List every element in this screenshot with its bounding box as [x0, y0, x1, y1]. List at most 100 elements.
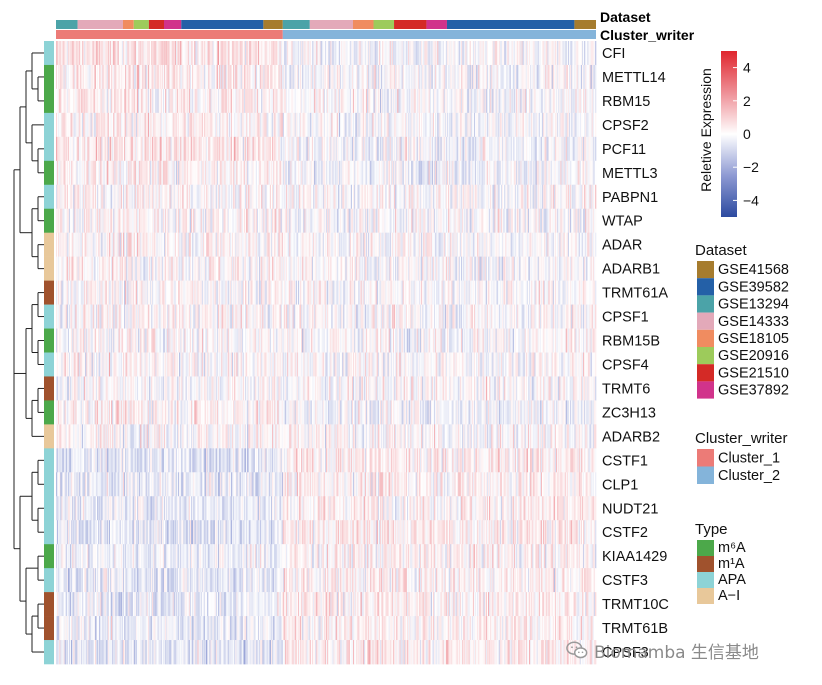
heatmap-cell [412, 64, 414, 90]
heatmap-cell [353, 184, 355, 210]
heatmap-cell [221, 112, 223, 138]
heatmap-cell [438, 112, 440, 138]
heatmap-cell [403, 64, 406, 90]
heatmap-cell [549, 160, 551, 186]
heatmap-cell [518, 112, 520, 138]
heatmap-cell [270, 41, 273, 66]
heatmap-cell [419, 160, 422, 186]
heatmap-cell [569, 41, 571, 66]
heatmap-cell [253, 160, 256, 186]
heatmap-cell [375, 112, 378, 138]
heatmap-cell [103, 184, 105, 210]
heatmap-cell [457, 88, 460, 114]
heatmap-cell [324, 136, 327, 162]
heatmap-cell [508, 136, 510, 162]
heatmap-cell [219, 136, 221, 162]
heatmap-cell [107, 160, 110, 186]
heatmap-cell [371, 136, 373, 162]
heatmap-cell [504, 88, 506, 114]
heatmap-cell [502, 136, 504, 162]
heatmap-cell [424, 64, 426, 90]
heatmap-cell [468, 112, 470, 138]
dataset-segment [282, 20, 310, 29]
heatmap-cell [300, 112, 302, 138]
heatmap-cell [186, 88, 189, 114]
heatmap-cell [449, 88, 451, 114]
heatmap-cell [113, 184, 115, 210]
heatmap-cell [303, 184, 305, 210]
heatmap-cell [267, 41, 270, 66]
heatmap-cell [410, 64, 412, 90]
heatmap-cell [559, 112, 561, 138]
heatmap-cell [245, 41, 247, 66]
heatmap-cell [353, 112, 355, 138]
heatmap-cell [215, 64, 218, 90]
heatmap-cell [222, 184, 224, 210]
heatmap-cell [175, 160, 178, 186]
heatmap-cell [399, 160, 401, 186]
heatmap-cell [444, 136, 447, 162]
heatmap-cell [587, 64, 589, 90]
heatmap-cell [486, 64, 489, 90]
heatmap-cell [336, 88, 339, 114]
heatmap-cell [390, 136, 393, 162]
heatmap-cell [571, 160, 573, 186]
heatmap-cell [274, 112, 276, 138]
heatmap-cell [551, 160, 554, 186]
heatmap-cell [142, 160, 144, 186]
heatmap-cell [119, 64, 122, 90]
heatmap-cell [554, 136, 557, 162]
heatmap-cell [102, 88, 104, 114]
heatmap-cell [198, 160, 200, 186]
heatmap-cell [273, 112, 275, 138]
heatmap-cell [255, 41, 258, 66]
heatmap-cell [139, 112, 141, 138]
heatmap-cell [167, 136, 169, 162]
heatmap-cell [242, 136, 245, 162]
heatmap-cell [499, 88, 502, 114]
heatmap-cell [147, 41, 150, 66]
heatmap-cell [594, 208, 597, 234]
heatmap-cell [319, 160, 321, 186]
heatmap-cell [295, 160, 298, 186]
heatmap-cell [305, 112, 307, 138]
heatmap-cell [154, 136, 156, 162]
heatmap-cell [421, 136, 423, 162]
heatmap-cell [257, 136, 260, 162]
heatmap-cell [209, 184, 211, 210]
heatmap-cell [120, 41, 123, 66]
type-cell [44, 184, 54, 210]
heatmap-cell [358, 184, 360, 210]
heatmap-cell [581, 160, 584, 186]
heatmap-cell [566, 41, 569, 66]
heatmap-cell [232, 112, 234, 138]
heatmap-cell [219, 88, 221, 114]
heatmap-cell [175, 88, 178, 114]
heatmap-cell [445, 64, 448, 90]
heatmap-cell [192, 41, 194, 66]
heatmap-cell [523, 41, 526, 66]
heatmap-cell [369, 184, 371, 210]
heatmap-cell [243, 184, 246, 210]
heatmap-cell [102, 64, 104, 90]
heatmap-cell [314, 136, 316, 162]
heatmap-cell [509, 88, 512, 114]
heatmap-cell [91, 112, 94, 138]
heatmap-cell [67, 64, 70, 90]
heatmap-cell [115, 41, 117, 66]
dataset-segment [353, 20, 374, 29]
heatmap-cell [537, 41, 540, 66]
heatmap-cell [459, 88, 462, 114]
heatmap-cell [364, 88, 367, 114]
heatmap-cell [428, 112, 431, 138]
heatmap-cell [390, 160, 393, 186]
heatmap-cell [404, 41, 407, 66]
heatmap-cell [254, 64, 257, 90]
heatmap-cell [344, 41, 346, 66]
heatmap-cell [102, 184, 104, 210]
heatmap-cell [197, 41, 199, 66]
heatmap-cell [306, 64, 308, 90]
heatmap-cell [205, 112, 207, 138]
heatmap-cell [385, 64, 387, 90]
